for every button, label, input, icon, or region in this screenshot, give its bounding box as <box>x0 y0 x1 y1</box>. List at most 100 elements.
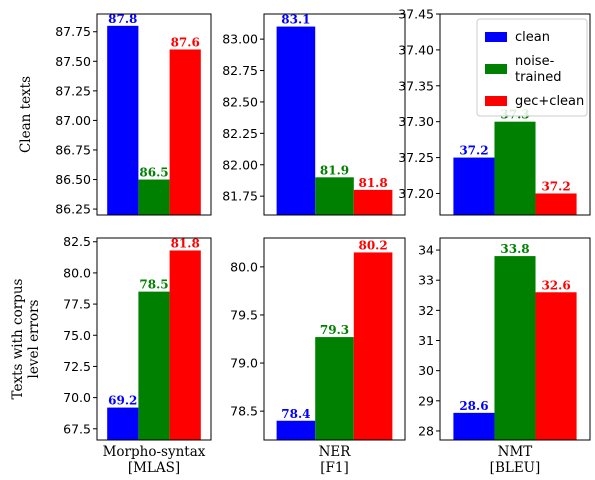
bar-noise-trained <box>138 179 170 215</box>
legend: clean noise-trained gec+clean <box>476 18 588 117</box>
y-tick-label: 86.50 <box>55 172 91 187</box>
bar-noise-trained <box>315 177 354 215</box>
x-axis-label: [MLAS] <box>128 460 180 475</box>
bar-noise-trained <box>315 337 354 440</box>
legend-swatch <box>485 96 507 106</box>
y-tick-label: 80.0 <box>63 265 91 280</box>
bar-clean <box>453 157 495 215</box>
y-axis-label: Texts with corpus <box>10 278 26 399</box>
axes-frame <box>439 237 591 441</box>
y-tick-label: 77.5 <box>63 297 91 312</box>
y-tick-label: 86.25 <box>55 202 91 217</box>
axes-frame <box>96 13 212 216</box>
y-tick-label: 37.35 <box>398 78 434 93</box>
y-tick-label: 67.5 <box>63 421 91 436</box>
y-tick-label: 79.0 <box>230 356 258 371</box>
y-tick-label: 83.00 <box>222 32 258 47</box>
y-tick-label: 75.0 <box>63 328 91 343</box>
legend-box <box>476 18 588 117</box>
bar-noise-trained <box>494 256 536 440</box>
bar-value-label: 81.8 <box>358 176 387 190</box>
legend-entry-label: gec+clean <box>515 94 584 109</box>
legend-swatch <box>485 64 507 74</box>
bar-value-label: 81.9 <box>320 163 349 177</box>
bar-value-label: 69.2 <box>108 394 137 408</box>
bar-gec+clean <box>353 252 393 440</box>
legend-entry-label: trained <box>515 70 562 85</box>
bar-clean <box>276 26 316 215</box>
bar-gec+clean <box>169 49 201 216</box>
y-tick-label: 81.75 <box>222 189 258 204</box>
bar-value-label: 78.5 <box>139 278 168 292</box>
bar-gec+clean <box>535 292 577 440</box>
bar-value-label: 33.8 <box>500 242 529 256</box>
y-tick-label: 37.20 <box>398 186 434 201</box>
y-tick-label: 87.50 <box>55 54 91 69</box>
y-tick-label: 34 <box>418 243 434 258</box>
bar-value-label: 80.2 <box>358 238 387 252</box>
y-tick-label: 37.30 <box>398 114 434 129</box>
y-tick-label: 82.75 <box>222 63 258 78</box>
x-axis-label: Morpho-syntax <box>103 444 206 460</box>
bar-value-label: 37.2 <box>459 144 488 158</box>
y-tick-label: 87.75 <box>55 24 91 39</box>
axes-frame <box>96 237 212 441</box>
x-axis-label: NER <box>319 444 352 460</box>
y-tick-label: 82.50 <box>222 94 258 109</box>
bar-noise-trained <box>494 121 536 215</box>
axes-frame <box>263 237 406 441</box>
y-tick-label: 70.0 <box>63 390 91 405</box>
subplot-0-2: 37.237.337.237.2037.2537.3037.3537.4037.… <box>398 7 591 216</box>
y-tick-label: 87.25 <box>55 83 91 98</box>
legend-entry-label: noise- <box>515 54 555 69</box>
y-tick-label: 87.00 <box>55 113 91 128</box>
subplot-0-0: 87.8 86.5 87.6 86.25 86.50 86.75 87.00 87.25 87.… <box>18 12 212 217</box>
bar-clean <box>107 25 139 215</box>
bar-value-label: 79.3 <box>320 323 349 337</box>
x-axis-label: NMT <box>498 444 533 460</box>
y-tick-label: 86.75 <box>55 142 91 157</box>
y-tick-label: 32 <box>418 303 434 318</box>
y-tick-label: 30 <box>418 363 434 378</box>
legend-swatch <box>485 32 507 42</box>
y-tick-label: 82.25 <box>222 126 258 141</box>
bar-gec+clean <box>353 189 393 215</box>
axes-frame <box>439 13 591 216</box>
y-tick-label: 79.5 <box>230 307 258 322</box>
bar-value-label: 78.4 <box>281 407 310 421</box>
y-axis-label: Clean texts <box>18 76 34 153</box>
bar-value-label: 81.8 <box>171 236 200 250</box>
y-tick-label: 37.25 <box>398 150 434 165</box>
y-tick-label: 37.45 <box>398 7 434 22</box>
y-tick-label: 78.5 <box>230 404 258 419</box>
bar-value-label: 86.5 <box>139 166 168 180</box>
subplot-0-1: 83.1 81.9 81.8 81.75 82.00 82.25 82.50 82.75 83.… <box>222 13 406 216</box>
y-tick-label: 31 <box>418 333 434 348</box>
y-tick-label: 82.5 <box>63 234 91 249</box>
y-tick-label: 72.5 <box>63 359 91 374</box>
bar-gec+clean <box>169 250 201 440</box>
bar-value-label: 83.1 <box>281 13 310 27</box>
bar-value-label: 87.8 <box>108 12 137 26</box>
y-tick-label: 29 <box>418 393 434 408</box>
x-axis-label: [F1] <box>320 460 349 475</box>
bar-clean <box>107 407 139 440</box>
bar-gec+clean <box>535 193 577 215</box>
subplot-1-1: 78.4 79.3 80.2 78.5 79.0 79.5 80.0 NER[F1] <box>230 237 406 476</box>
bar-clean <box>453 412 495 440</box>
x-axis-label: [BLEU] <box>490 460 541 475</box>
bar-value-label: 32.6 <box>541 278 570 292</box>
bar-noise-trained <box>138 291 170 440</box>
legend-entry-label: clean <box>515 30 550 45</box>
axes-frame <box>263 13 406 216</box>
bar-value-label: 87.6 <box>171 35 200 49</box>
y-tick-label: 82.00 <box>222 157 258 172</box>
bar-clean <box>276 420 316 440</box>
subplot-1-2: 28.6 33.8 32.6 28 29 30 31 32 33 34 NMT[BLEU] <box>418 237 591 476</box>
subplot-1-0: 69.2 78.5 81.8 67.5 70.0 72.5 75.0 77.5 80.0 82.5… <box>10 234 212 476</box>
bar-value-label: 28.6 <box>459 399 488 413</box>
y-tick-label: 33 <box>418 273 434 288</box>
y-axis-label: level errors <box>26 299 42 378</box>
